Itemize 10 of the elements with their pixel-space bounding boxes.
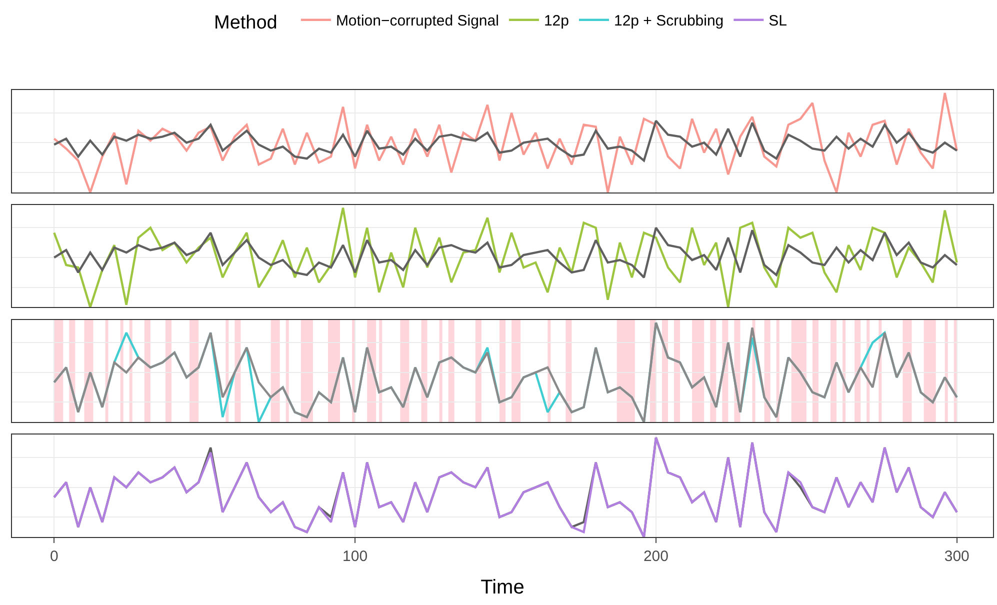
x-tick-label: 200 <box>643 548 668 565</box>
legend-label: 12p <box>544 12 569 30</box>
legend-label: 12p + Scrubbing <box>614 12 724 30</box>
x-tick-label: 300 <box>944 548 970 565</box>
legend-title: Method <box>214 12 288 34</box>
legend-label: Motion−corrupted Signal <box>336 12 499 30</box>
x-tick-label: 0 <box>50 548 58 565</box>
x-axis-title: Time <box>480 576 524 598</box>
x-tick-label: 100 <box>342 548 368 565</box>
legend-label: SL <box>768 12 788 30</box>
